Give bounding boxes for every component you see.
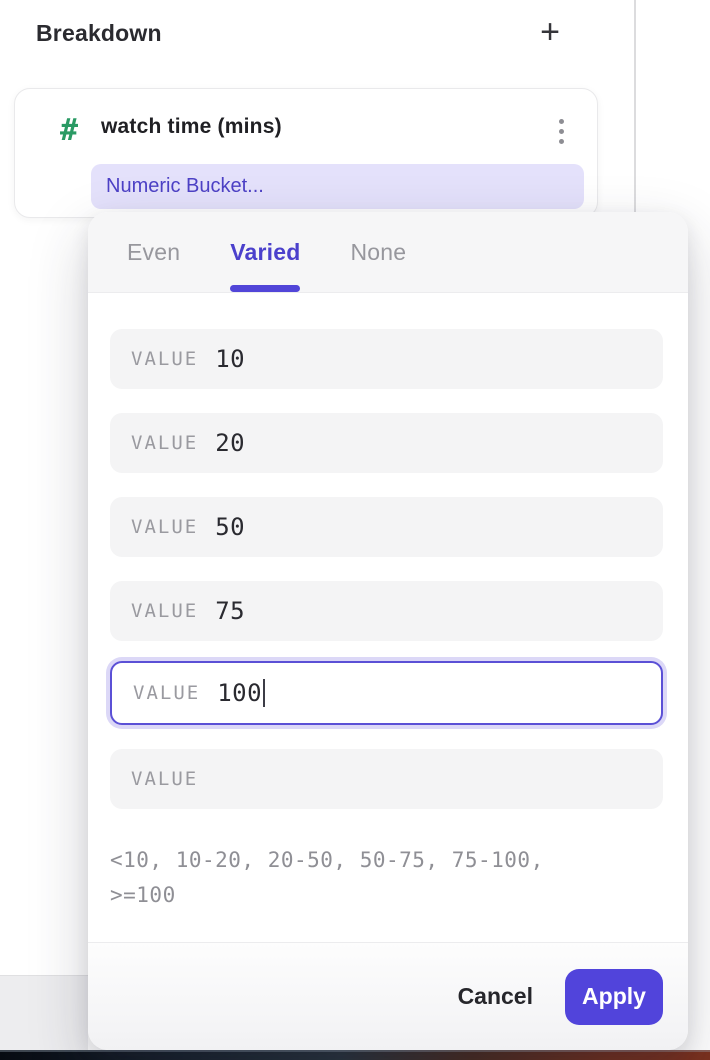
value-label: VALUE	[131, 516, 199, 538]
add-breakdown-button[interactable]: +	[528, 10, 572, 54]
numeric-bucket-popup: Even Varied None VALUE 10 VALUE 20 VALUE…	[88, 212, 688, 1050]
value-label: VALUE	[131, 768, 199, 790]
number-hash-icon: #	[59, 113, 79, 148]
property-row: # watch time (mins)	[15, 107, 597, 155]
value-input-4[interactable]: VALUE 75	[110, 581, 663, 641]
apply-button[interactable]: Apply	[565, 968, 663, 1025]
value-text: 20	[215, 429, 246, 457]
value-input-3[interactable]: VALUE 50	[110, 497, 663, 557]
plus-icon: +	[540, 12, 560, 51]
popup-footer: Cancel Apply	[88, 942, 688, 1050]
value-input-5-focused[interactable]: VALUE 100	[110, 661, 663, 725]
value-input-6-empty[interactable]: VALUE	[110, 749, 663, 809]
chart-edge-strip	[0, 1050, 710, 1060]
panel-divider	[634, 0, 636, 214]
bucket-ranges-preview: <10, 10-20, 20-50, 50-75, 75-100, >=100	[110, 848, 544, 907]
value-label: VALUE	[133, 682, 201, 704]
page-title: Breakdown	[36, 20, 162, 46]
value-text: 10	[215, 345, 246, 373]
cancel-button[interactable]: Cancel	[457, 983, 533, 1009]
tab-underline	[230, 284, 301, 292]
value-label: VALUE	[131, 432, 199, 454]
text-caret	[263, 679, 266, 707]
background-panel-footer	[0, 975, 88, 1050]
tab-none[interactable]: None	[350, 238, 407, 265]
tab-even[interactable]: Even	[127, 238, 181, 265]
breakdown-property-card: # watch time (mins) Numeric Bucket...	[14, 88, 598, 218]
value-text: 75	[215, 597, 246, 625]
value-input-2[interactable]: VALUE 20	[110, 413, 663, 473]
kebab-menu-icon[interactable]	[547, 109, 575, 153]
value-label: VALUE	[131, 348, 199, 370]
numeric-bucket-selector[interactable]: Numeric Bucket...	[91, 164, 584, 209]
value-text: 50	[215, 513, 246, 541]
property-name: watch time (mins)	[101, 115, 282, 138]
bucket-label: Numeric Bucket...	[106, 175, 264, 197]
tab-varied[interactable]: Varied	[230, 239, 301, 292]
value-label: VALUE	[131, 600, 199, 622]
value-text: 100	[217, 679, 263, 707]
value-input-1[interactable]: VALUE 10	[110, 329, 663, 389]
bucket-mode-tabs: Even Varied None	[88, 212, 688, 293]
